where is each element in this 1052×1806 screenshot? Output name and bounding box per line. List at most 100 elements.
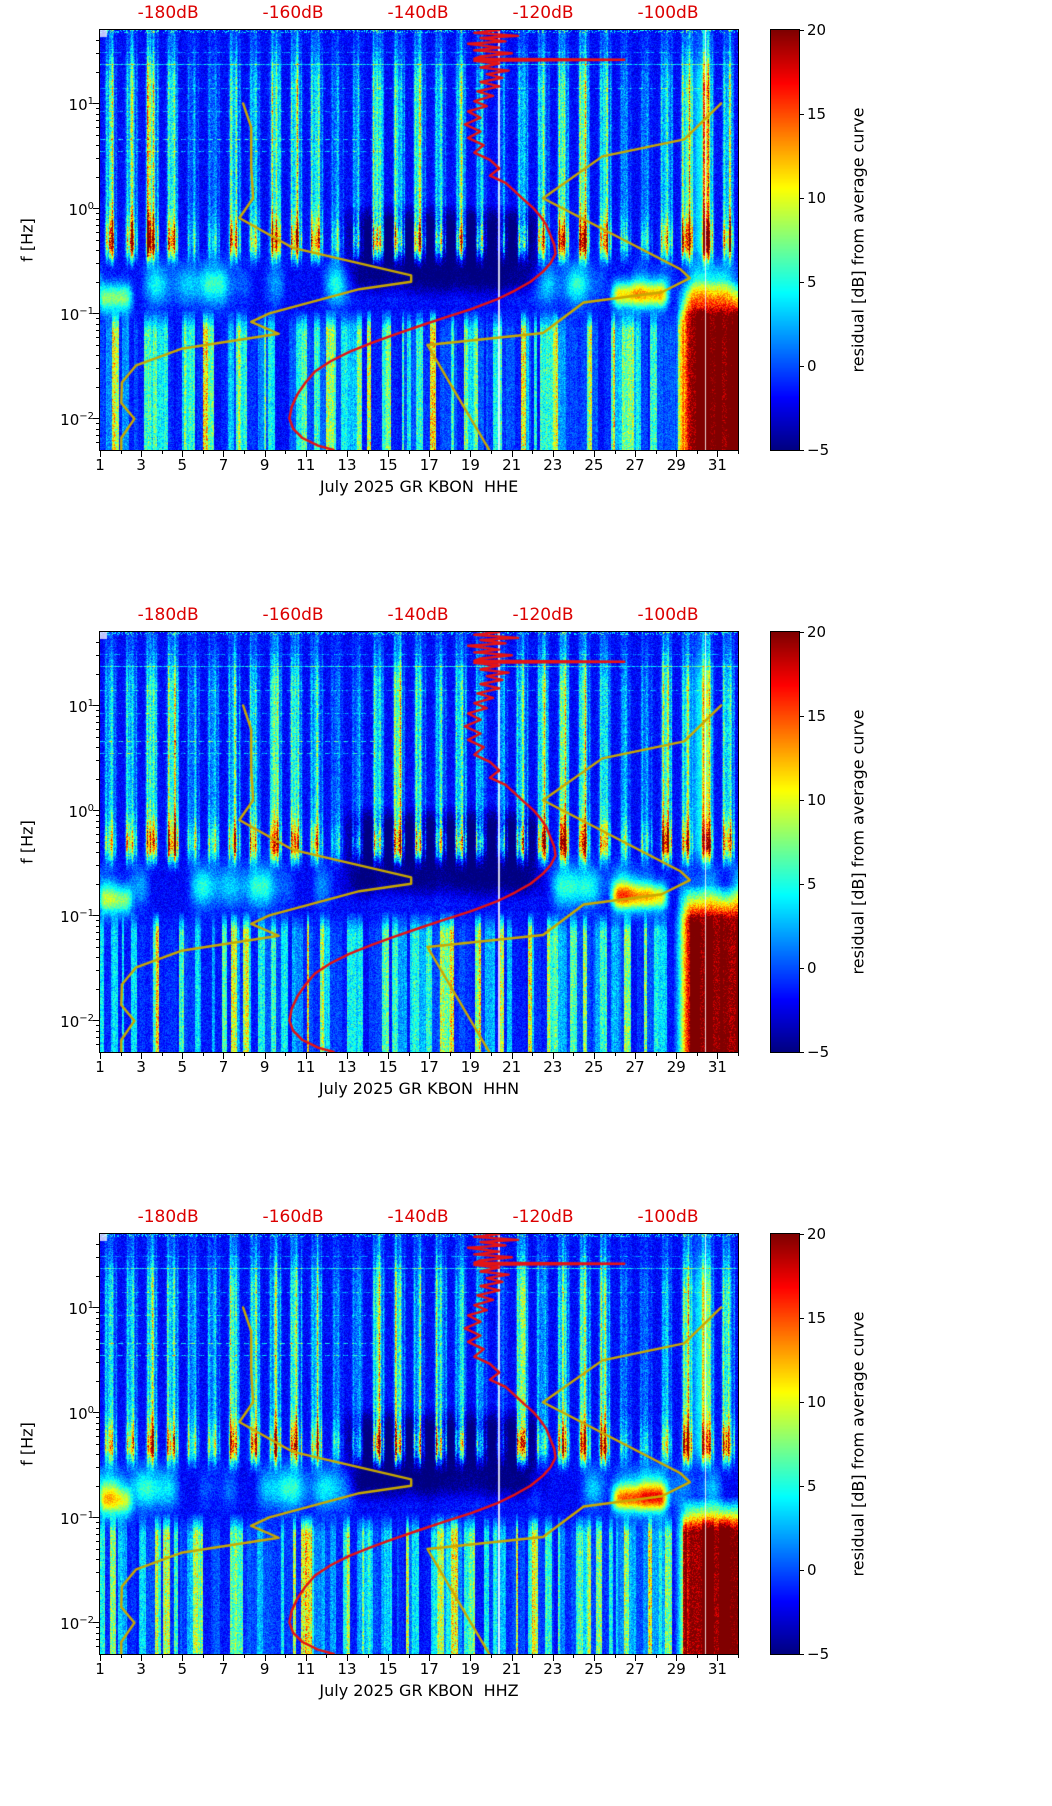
colorbar-tick-label: 5 — [807, 875, 817, 893]
colorbar-tick-label: 15 — [807, 707, 827, 725]
y-minor-tick — [96, 1349, 100, 1351]
y-minor-tick — [96, 826, 100, 828]
colorbar-tick — [799, 1402, 804, 1403]
y-tick-label: 10−1 — [60, 1510, 94, 1529]
top-axis-tick-label: -180dB — [137, 605, 199, 625]
x-minor-tick — [491, 1052, 493, 1056]
y-major-tick — [93, 1307, 100, 1309]
colorbar-tick-label: 0 — [807, 1561, 817, 1579]
y-minor-tick — [96, 1257, 100, 1259]
top-axis-tick-label: -180dB — [137, 3, 199, 23]
x-tick-label: 15 — [378, 456, 398, 474]
x-major-tick — [552, 450, 554, 457]
x-major-tick — [388, 1654, 390, 1661]
x-tick-label: 11 — [296, 456, 316, 474]
y-minor-tick — [96, 1590, 100, 1592]
x-minor-tick — [655, 450, 657, 454]
x-minor-tick — [408, 1654, 410, 1658]
colorbar-tick — [799, 282, 804, 283]
colorbar-tick-label: 10 — [807, 189, 827, 207]
y-minor-tick — [96, 883, 100, 885]
x-major-tick — [511, 450, 513, 457]
y-minor-tick — [96, 423, 100, 425]
x-minor-tick — [244, 1052, 246, 1056]
y-minor-tick — [96, 250, 100, 252]
colorbar-tick-label: 20 — [807, 21, 827, 39]
y-minor-tick — [96, 318, 100, 320]
x-minor-tick — [614, 1052, 616, 1056]
x-minor-tick — [573, 1052, 575, 1056]
x-tick-label: 1 — [95, 1058, 105, 1076]
x-major-tick — [429, 1052, 431, 1059]
colorbar-tick-label: 10 — [807, 1393, 827, 1411]
y-minor-tick — [96, 920, 100, 922]
x-minor-tick — [367, 450, 369, 454]
x-major-tick — [100, 1052, 101, 1059]
top-axis-tick-label: -160dB — [262, 605, 324, 625]
x-axis-label: July 2025 GR KBON HHZ — [319, 1681, 519, 1700]
y-minor-tick — [96, 336, 100, 338]
top-axis-tick-label: -120dB — [512, 605, 574, 625]
y-minor-tick — [96, 778, 100, 780]
y-minor-tick — [96, 721, 100, 723]
x-tick-label: 15 — [378, 1660, 398, 1678]
x-major-tick — [717, 1654, 719, 1661]
x-major-tick — [635, 1654, 637, 1661]
top-axis-tick-label: -120dB — [512, 3, 574, 23]
y-minor-tick — [96, 1428, 100, 1430]
x-minor-tick — [161, 1052, 163, 1056]
colorbar-tick — [799, 366, 804, 367]
colorbar-axis-label: residual [dB] from average curve — [848, 107, 868, 373]
y-major-tick — [93, 208, 100, 210]
x-minor-tick — [326, 1654, 328, 1658]
y-minor-tick — [96, 345, 100, 346]
x-minor-tick — [491, 450, 493, 454]
colorbar-tick-label: −5 — [807, 441, 830, 459]
y-minor-tick — [96, 1043, 100, 1045]
x-tick-label: 23 — [543, 1058, 563, 1076]
y-minor-tick — [96, 355, 100, 357]
y-major-tick — [93, 705, 100, 707]
colorbar-axis-label: residual [dB] from average curve — [848, 709, 868, 975]
x-major-tick — [511, 1052, 513, 1059]
colorbar-tick — [799, 1318, 804, 1319]
colorbar-hhn — [770, 631, 800, 1053]
colorbar-tick — [799, 1052, 804, 1053]
y-major-tick — [93, 1020, 100, 1022]
x-major-tick — [182, 1052, 184, 1059]
y-tick-label: 101 — [68, 698, 94, 717]
x-minor-tick — [696, 1052, 698, 1056]
top-axis-tick-label: -160dB — [262, 1207, 324, 1227]
y-minor-tick — [96, 1422, 100, 1424]
x-minor-tick — [614, 450, 616, 454]
y-minor-tick — [96, 1444, 100, 1445]
colorbar-tick-label: 15 — [807, 105, 827, 123]
colorbar-tick-label: 0 — [807, 357, 817, 375]
y-tick-label: 101 — [68, 1300, 94, 1319]
x-tick-label: 31 — [707, 456, 727, 474]
x-minor-tick — [491, 1654, 493, 1658]
x-major-tick — [635, 450, 637, 457]
x-tick-label: 7 — [218, 1660, 229, 1678]
colorbar-tick-label: 20 — [807, 623, 827, 641]
colorbar-tick — [799, 716, 804, 717]
x-minor-tick — [367, 1052, 369, 1056]
top-axis-tick-label: -140dB — [387, 605, 449, 625]
x-tick-label: 21 — [502, 456, 522, 474]
y-minor-tick — [96, 1549, 100, 1550]
colorbar-tick — [799, 1234, 804, 1235]
top-axis-tick-label: -140dB — [387, 3, 449, 23]
x-major-tick — [223, 1052, 225, 1059]
y-minor-tick — [96, 145, 100, 147]
colorbar-tick-label: 0 — [807, 959, 817, 977]
colorbar-tick-label: 20 — [807, 1225, 827, 1243]
x-major-tick — [470, 1654, 472, 1661]
x-major-tick — [593, 1654, 595, 1661]
y-minor-tick — [96, 281, 100, 283]
x-tick-label: 11 — [296, 1660, 316, 1678]
x-minor-tick — [614, 1654, 616, 1658]
x-tick-label: 17 — [419, 1660, 439, 1678]
colorbar-tick — [799, 632, 804, 633]
x-tick-label: 3 — [136, 1660, 146, 1678]
x-major-tick — [552, 1052, 554, 1059]
